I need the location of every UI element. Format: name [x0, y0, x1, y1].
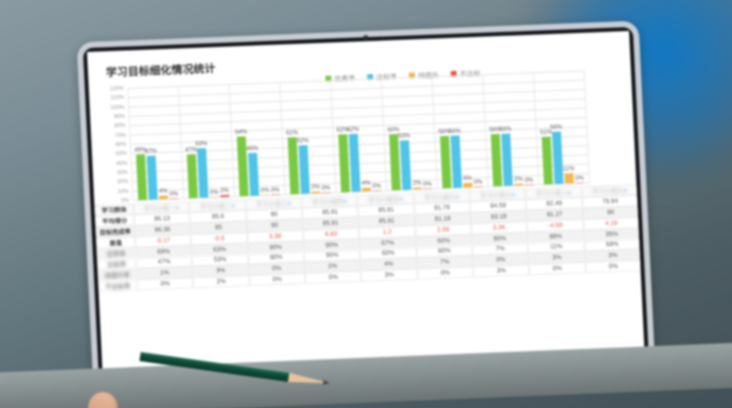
svg-text:11%: 11%	[563, 166, 575, 172]
svg-text:4%: 4%	[159, 188, 169, 194]
svg-text:0%: 0%	[524, 177, 534, 183]
svg-text:56%: 56%	[550, 124, 563, 130]
svg-text:56%: 56%	[449, 128, 462, 134]
svg-text:53%: 53%	[195, 141, 208, 147]
svg-text:5%: 5%	[463, 176, 473, 182]
svg-text:0%: 0%	[423, 181, 433, 187]
svg-text:0%: 0%	[575, 176, 585, 182]
svg-text:0%: 0%	[372, 183, 382, 189]
svg-text:52%: 52%	[297, 138, 310, 144]
svg-text:2%: 2%	[220, 188, 230, 194]
svg-text:60%: 60%	[387, 127, 400, 133]
svg-text:2%: 2%	[311, 184, 321, 190]
svg-text:0%: 0%	[322, 185, 332, 191]
svg-text:47%: 47%	[185, 147, 198, 153]
svg-text:4%: 4%	[362, 181, 372, 187]
svg-text:61%: 61%	[286, 130, 299, 136]
svg-text:0%: 0%	[474, 179, 484, 185]
svg-text:0%: 0%	[210, 190, 220, 196]
svg-text:0%: 0%	[260, 188, 270, 194]
svg-text:46%: 46%	[246, 146, 259, 152]
svg-text:62%: 62%	[347, 127, 360, 133]
svg-text:64%: 64%	[235, 129, 248, 135]
svg-text:2%: 2%	[413, 180, 423, 186]
svg-text:53%: 53%	[398, 133, 411, 139]
svg-text:0%: 0%	[169, 191, 179, 197]
svg-text:0%: 0%	[271, 187, 281, 193]
svg-text:56%: 56%	[499, 126, 512, 132]
svg-text:2%: 2%	[514, 176, 524, 182]
svg-text:47%: 47%	[145, 149, 158, 155]
